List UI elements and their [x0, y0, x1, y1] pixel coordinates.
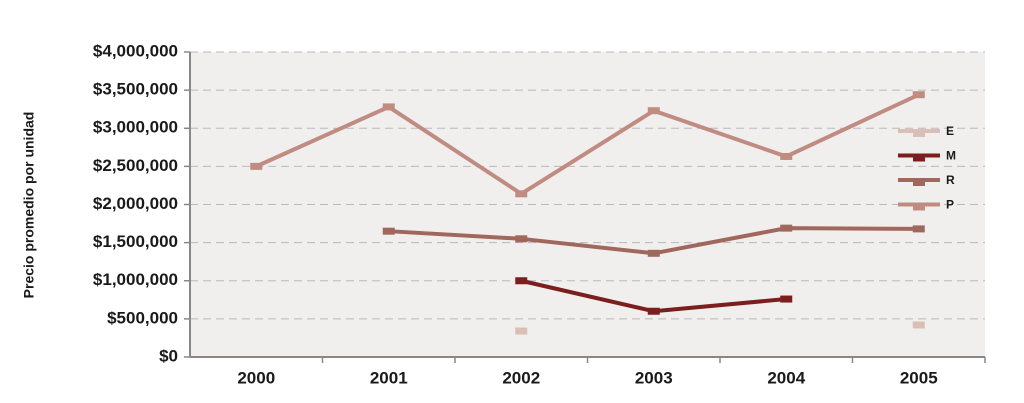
point-marker — [912, 321, 925, 329]
point-marker — [515, 190, 528, 198]
point-marker — [515, 327, 528, 335]
point-marker — [515, 277, 528, 285]
point-marker — [780, 152, 793, 160]
x-tick-label: 2002 — [502, 368, 540, 387]
point-marker — [647, 307, 660, 315]
legend-label: M — [946, 149, 956, 163]
legend-marker — [913, 130, 925, 137]
point-marker — [912, 91, 925, 99]
point-marker — [515, 235, 528, 243]
point-marker — [382, 103, 395, 111]
y-tick-label: $1,000,000 — [93, 270, 178, 289]
point-marker — [912, 225, 925, 233]
point-marker — [647, 249, 660, 257]
legend-marker — [913, 154, 925, 162]
point-marker — [647, 107, 660, 115]
x-tick-label: 2004 — [767, 368, 805, 387]
series-line — [255, 92, 920, 197]
x-tick-label: 2001 — [370, 368, 408, 387]
y-tick-label: $0 — [159, 346, 178, 365]
legend-label: P — [946, 198, 954, 212]
legend-label: E — [946, 124, 954, 138]
y-tick-label: $2,000,000 — [93, 194, 178, 213]
point-marker — [780, 295, 793, 303]
point-marker — [382, 227, 395, 235]
x-tick-label: 2000 — [237, 368, 275, 387]
point-marker — [250, 162, 263, 170]
legend-label: R — [946, 173, 955, 187]
x-tick-label: 2003 — [635, 368, 673, 387]
y-tick-label: $3,000,000 — [93, 118, 178, 137]
y-tick-label: $4,000,000 — [93, 41, 178, 60]
legend-marker — [913, 203, 925, 211]
y-tick-label: $2,500,000 — [93, 156, 178, 175]
point-marker — [780, 224, 793, 232]
legend-marker — [913, 179, 925, 186]
y-tick-label: $500,000 — [107, 308, 178, 327]
x-tick-label: 2005 — [900, 368, 938, 387]
y-tick-label: $3,500,000 — [93, 80, 178, 99]
y-axis-label: Precio promedio por unidad — [21, 112, 37, 299]
y-tick-label: $1,500,000 — [93, 232, 178, 251]
